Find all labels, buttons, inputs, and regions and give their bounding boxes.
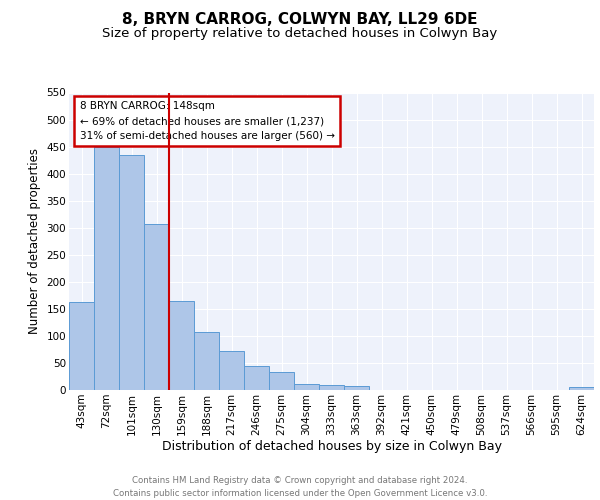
X-axis label: Distribution of detached houses by size in Colwyn Bay: Distribution of detached houses by size … (161, 440, 502, 454)
Text: 8 BRYN CARROG: 148sqm
← 69% of detached houses are smaller (1,237)
31% of semi-d: 8 BRYN CARROG: 148sqm ← 69% of detached … (79, 102, 335, 141)
Y-axis label: Number of detached properties: Number of detached properties (28, 148, 41, 334)
Text: Contains HM Land Registry data © Crown copyright and database right 2024.
Contai: Contains HM Land Registry data © Crown c… (113, 476, 487, 498)
Bar (294, 384, 319, 390)
Bar (269, 372, 294, 390)
Bar (69, 302, 94, 390)
Bar (144, 224, 169, 390)
Bar (244, 366, 269, 390)
Bar (319, 384, 344, 390)
Text: 8, BRYN CARROG, COLWYN BAY, LL29 6DE: 8, BRYN CARROG, COLWYN BAY, LL29 6DE (122, 12, 478, 28)
Bar (569, 388, 594, 390)
Bar (119, 154, 144, 390)
Bar (194, 332, 219, 390)
Bar (219, 351, 244, 390)
Bar (169, 300, 194, 390)
Text: Size of property relative to detached houses in Colwyn Bay: Size of property relative to detached ho… (103, 28, 497, 40)
Bar (344, 386, 369, 390)
Bar (94, 146, 119, 390)
